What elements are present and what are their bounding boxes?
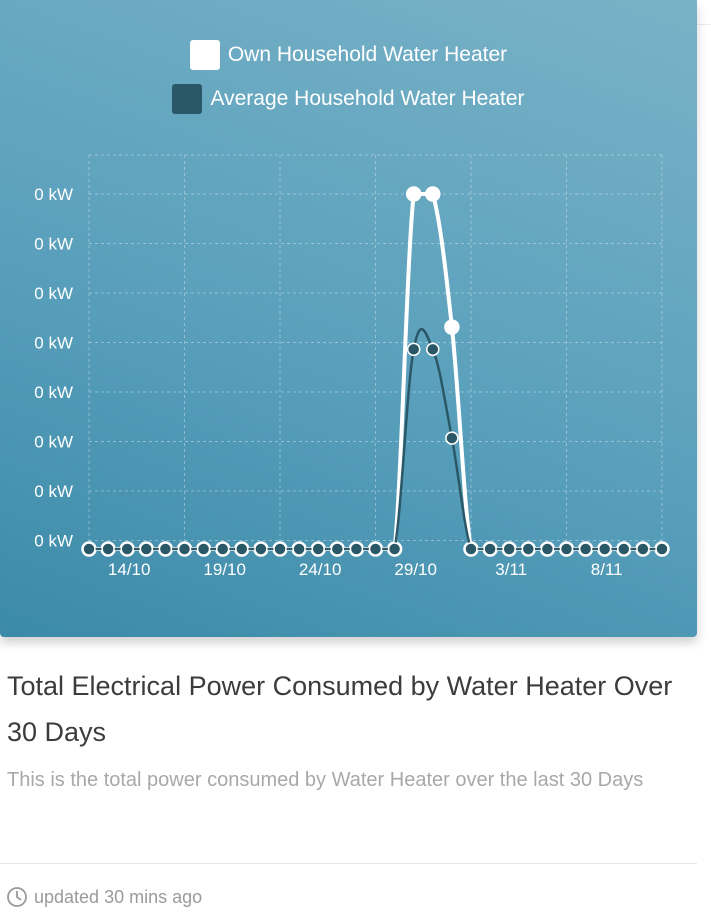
y-tick-label: 0 kW xyxy=(34,532,73,551)
average-series-point xyxy=(387,542,402,556)
legend-item-own[interactable]: Own Household Water Heater xyxy=(189,40,508,70)
average-series-point xyxy=(273,542,287,556)
average-series-point xyxy=(445,431,459,445)
y-tick-label: 0 kW xyxy=(34,433,73,452)
chart-card: 0 kW 0 kW 0 kW 0 kW 0 kW 0 kW 0 kW 0 kW 14/10 19… xyxy=(0,0,697,637)
y-tick-label: 0 kW xyxy=(34,185,73,204)
y-tick-label: 0 kW xyxy=(34,383,73,402)
average-series-point xyxy=(139,542,154,556)
y-axis-ticks: 0 kW 0 kW 0 kW 0 kW 0 kW 0 kW 0 kW 0 kW xyxy=(34,185,73,551)
series-lines xyxy=(81,186,670,557)
legend-swatch-average xyxy=(172,84,203,114)
average-series-point xyxy=(502,542,516,556)
own-series-point xyxy=(444,319,460,335)
x-tick-label: 19/10 xyxy=(203,560,246,579)
average-series-point xyxy=(158,542,173,556)
average-series-point xyxy=(82,542,96,556)
legend-item-average[interactable]: Average Household Water Heater xyxy=(172,84,525,114)
average-series-point xyxy=(215,542,230,556)
x-tick-label: 29/10 xyxy=(394,560,437,579)
line-chart: 0 kW 0 kW 0 kW 0 kW 0 kW 0 kW 0 kW 0 kW 14/10 19… xyxy=(34,154,670,579)
x-tick-label: 14/10 xyxy=(108,560,151,579)
own-series-point xyxy=(405,186,422,202)
y-tick-label: 0 kW xyxy=(34,482,73,501)
footer-updated-text: updated 30 mins ago xyxy=(34,886,203,907)
average-series-point xyxy=(655,542,669,556)
card-title: Total Electrical Power Consumed by Water… xyxy=(7,671,673,747)
card-description: This is the total power consumed by Wate… xyxy=(7,769,644,791)
x-axis-ticks: 14/10 19/10 24/10 29/10 3/11 8/11 xyxy=(108,560,623,579)
y-tick-label: 0 kW xyxy=(34,284,73,303)
chart-legend[interactable]: Own Household Water Heater Average House… xyxy=(0,40,697,128)
average-series-point xyxy=(196,542,211,556)
y-tick-label: 0 kW xyxy=(34,235,73,254)
average-series-point xyxy=(521,542,536,556)
average-series-point xyxy=(368,542,383,556)
average-series-point xyxy=(177,542,192,556)
top-border-line xyxy=(697,24,711,25)
footer-divider xyxy=(0,863,697,864)
x-tick-label: 24/10 xyxy=(299,560,342,579)
average-series-point xyxy=(559,542,574,556)
x-tick-label: 3/11 xyxy=(495,560,527,579)
average-series-point xyxy=(254,542,268,556)
y-tick-label: 0 kW xyxy=(34,334,73,353)
clock-icon xyxy=(6,886,28,908)
average-series-point xyxy=(483,542,497,556)
own-series-point xyxy=(425,186,441,202)
average-series-point xyxy=(617,542,631,556)
x-tick-label: 8/11 xyxy=(591,560,623,579)
legend-label-own: Own Household Water Heater xyxy=(227,43,508,66)
average-series-point xyxy=(540,542,555,556)
average-series-point xyxy=(349,542,364,556)
average-series-point xyxy=(636,542,650,556)
average-series-point xyxy=(597,542,612,556)
average-series-point xyxy=(101,542,115,556)
legend-label-average: Average Household Water Heater xyxy=(210,87,525,110)
average-series-point xyxy=(426,342,440,357)
average-series-point xyxy=(578,542,593,556)
average-series-point xyxy=(292,542,306,556)
grid-lines xyxy=(88,154,663,549)
card-footer: updated 30 mins ago xyxy=(6,886,202,908)
average-series-point xyxy=(235,542,249,556)
average-series-point xyxy=(311,542,325,556)
legend-swatch-own xyxy=(189,40,220,70)
average-series-point xyxy=(464,542,478,556)
average-series-point xyxy=(120,542,134,556)
average-series-point xyxy=(330,542,345,556)
average-series-point xyxy=(406,342,421,357)
